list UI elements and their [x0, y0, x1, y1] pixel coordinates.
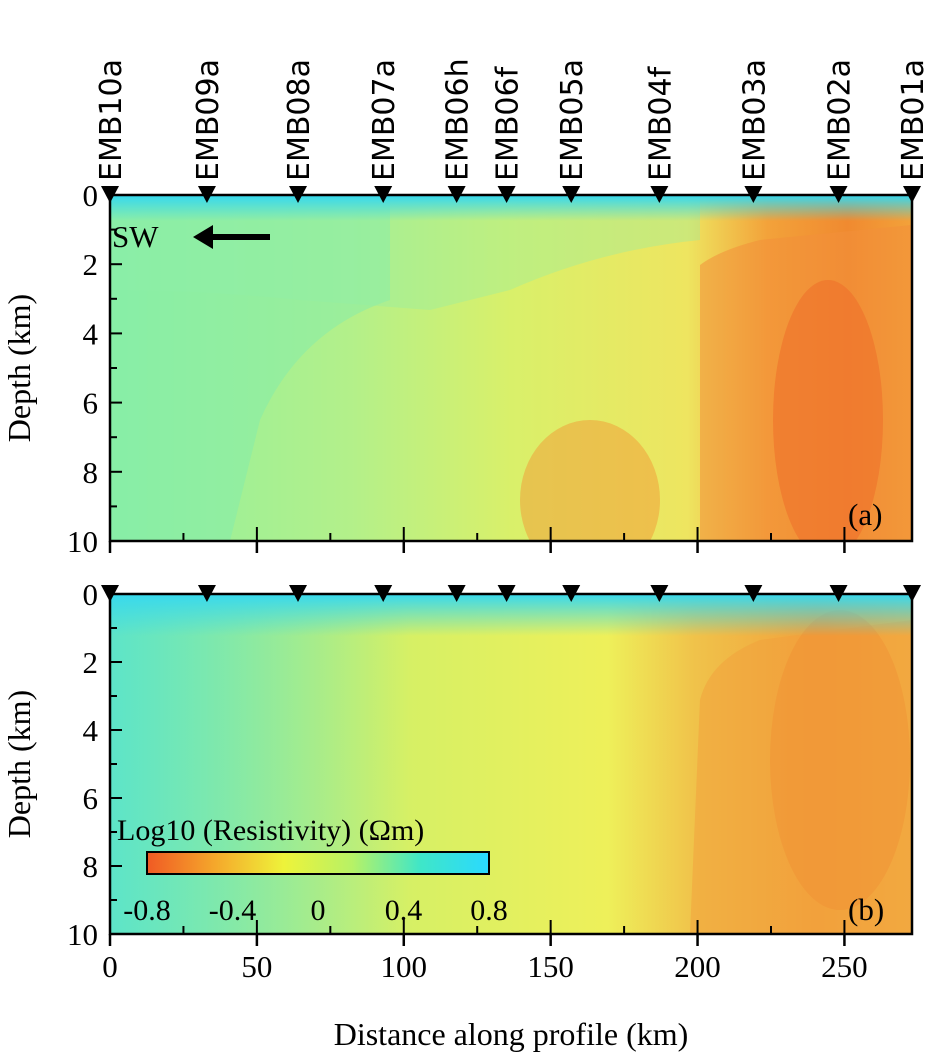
panel-a-label: (a) [848, 497, 882, 532]
y-tick-label-a: 0 [83, 178, 99, 213]
station-label-EMB01a: EMB01a [896, 59, 931, 181]
panel-a-field [110, 195, 912, 541]
x-tick-label: 100 [381, 949, 428, 984]
sw-direction-label: SW [112, 219, 159, 254]
station-label-EMB07a: EMB07a [367, 59, 402, 181]
station-label-EMB04f: EMB04f [643, 65, 678, 181]
station-marker-icon [289, 585, 308, 602]
x-tick-label: 50 [241, 949, 272, 984]
panel-b-label: (b) [848, 892, 884, 927]
station-marker-icon [650, 585, 669, 602]
station-marker-icon [447, 186, 466, 203]
station-label-EMB06h: EMB06h [441, 58, 476, 181]
station-marker-icon [374, 585, 393, 602]
colorbar-tick-label: 0 [311, 894, 326, 927]
station-marker-icon [197, 585, 216, 602]
y-tick-label-b: 6 [83, 781, 99, 816]
station-marker-icon [744, 585, 763, 602]
station-marker-icon [497, 585, 516, 602]
y-tick-label-b: 4 [83, 713, 99, 748]
station-label-EMB10a: EMB10a [94, 59, 129, 181]
colorbar-tick-label: -0.4 [209, 894, 257, 927]
colorbar: Log10 (Resistivity) (Ωm) -0.8 -0.4 0 0.4 0.8 [117, 814, 508, 927]
y-tick-label-b: 10 [67, 917, 98, 952]
station-marker-icon [903, 585, 921, 602]
y-tick-label-a: 10 [67, 524, 98, 559]
station-marker-icon [374, 186, 393, 203]
panel-b-ylabel: Depth (km) [1, 690, 37, 838]
x-axis-label: Distance along profile (km) [334, 1016, 689, 1052]
x-tick-label: 0 [102, 949, 118, 984]
station-label-EMB02a: EMB02a [823, 59, 858, 181]
y-tick-label-a: 6 [83, 386, 99, 421]
sw-arrow-icon [193, 225, 270, 249]
x-tick-label: 250 [821, 949, 868, 984]
y-tick-label-a: 2 [83, 247, 99, 282]
station-marker-icon [829, 585, 848, 602]
y-tick-label-a: 4 [83, 316, 99, 351]
station-marker-icon [562, 585, 581, 602]
colorbar-tick-label: -0.8 [123, 894, 171, 927]
station-marker-icon [650, 186, 669, 203]
y-tick-label-b: 0 [83, 577, 99, 612]
panel-b-field [110, 594, 912, 934]
station-label-EMB03a: EMB03a [737, 59, 772, 181]
station-marker-icon [197, 186, 216, 203]
station-marker-icon [903, 186, 921, 203]
panel-a-ylabel: Depth (km) [1, 294, 37, 442]
station-label-EMB05a: EMB05a [555, 59, 590, 181]
station-label-EMB09a: EMB09a [191, 59, 226, 181]
station-label-EMB08a: EMB08a [282, 59, 317, 181]
station-marker-icon [829, 186, 848, 203]
x-tick-label: 150 [527, 949, 574, 984]
station-marker-icon [447, 585, 466, 602]
panel-a-axes: 0 2 4 6 8 10 [67, 178, 846, 559]
y-tick-label-b: 8 [83, 849, 99, 884]
x-tick-label: 200 [674, 949, 721, 984]
panel-a-stations: EMB10a EMB09a EMB08a EMB07a EMB06h EMB06f EMB0… [94, 58, 931, 203]
colorbar-title: Log10 (Resistivity) (Ωm) [117, 814, 424, 847]
colorbar-tick-label: 0.8 [470, 894, 508, 927]
colorbar-ramp [146, 851, 490, 875]
colorbar-tick-label: 0.4 [385, 894, 423, 927]
station-marker-icon [562, 186, 581, 203]
station-marker-icon [497, 186, 516, 203]
station-marker-icon [289, 186, 308, 203]
y-tick-label-a: 8 [83, 455, 99, 490]
station-label-EMB06f: EMB06f [491, 65, 526, 181]
station-marker-icon [744, 186, 763, 203]
y-tick-label-b: 2 [83, 645, 99, 680]
